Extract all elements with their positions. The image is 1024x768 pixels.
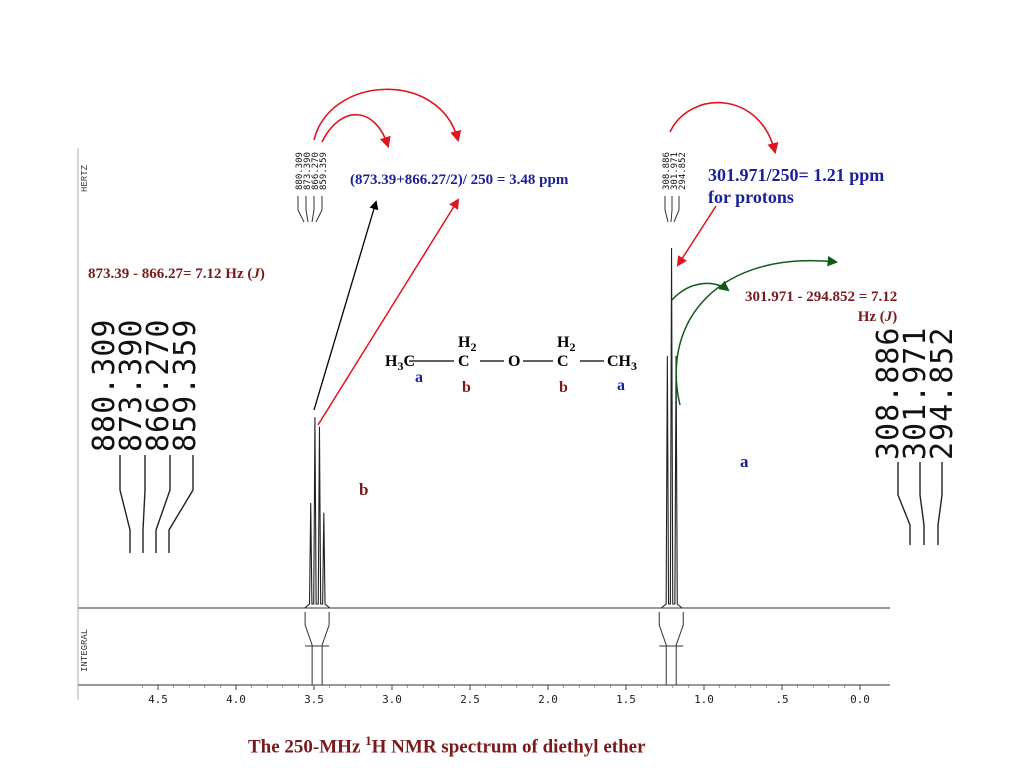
- tick-label: .5: [775, 693, 788, 706]
- arrow-red-to-a-peak: [676, 205, 717, 267]
- oxygen-atom: O: [508, 353, 521, 370]
- arrow-red-right-curve: [669, 101, 779, 155]
- signal-label-a: a: [740, 452, 749, 471]
- peaklist-b-connector: [142, 455, 146, 553]
- tick-label: 3.5: [304, 693, 324, 706]
- label-a-left: a: [415, 369, 423, 386]
- label-a-right: a: [617, 377, 625, 394]
- integral-trace-a: [658, 612, 684, 685]
- small-connector-b: [311, 196, 315, 223]
- tick-label: 1.0: [694, 693, 714, 706]
- peaklist-a-connector: [937, 462, 943, 545]
- peaklist-b-connector: [155, 455, 171, 553]
- peaklist-a-connector: [897, 462, 911, 545]
- arrow-green-big: [675, 255, 839, 406]
- arrow-red-big-curve: [313, 88, 462, 143]
- ch2-right-h: H2: [557, 334, 576, 355]
- small-connector-a: [664, 196, 669, 223]
- small-connector-b: [305, 196, 309, 223]
- tick-label: 0.0: [850, 693, 870, 706]
- figure-caption: The 250-MHz 1H NMR spectrum of diethyl e…: [248, 733, 646, 758]
- arrow-green-small: [671, 280, 730, 301]
- peaklist-b-connector: [119, 455, 131, 553]
- tick-label: 4.0: [226, 693, 246, 706]
- annotation-a-ppm: 301.971/250= 1.21 ppm for protons: [708, 165, 885, 207]
- methyl-left: H3C: [385, 353, 416, 374]
- annotation-a-coupling: 301.971 - 294.852 = 7.12 Hz (J): [745, 289, 898, 325]
- label-b-right: b: [559, 379, 568, 396]
- peaklist-a-connector: [919, 462, 925, 545]
- peak-list-a-small: 308.886 301.971 294.852: [662, 152, 688, 190]
- hertz-axis-label: HERTZ: [80, 164, 90, 192]
- tick-label: 4.5: [148, 693, 168, 706]
- small-connector-b: [315, 196, 323, 223]
- integral-axis-label: INTEGRAL: [80, 628, 90, 672]
- peak-list-b-small: 880.309 873.390 866.270 859.359: [295, 152, 329, 190]
- small-connector-a: [673, 196, 680, 223]
- tick-label: 2.5: [460, 693, 480, 706]
- annotation-b-ppm: (873.39+866.27/2)/ 250 = 3.48 ppm: [350, 172, 569, 188]
- arrow-black-diagonal: [313, 200, 379, 411]
- methyl-right: CH3: [607, 353, 637, 374]
- ch2-left-h: H2: [458, 334, 477, 355]
- tick-label: 2.0: [538, 693, 558, 706]
- tick-label: 3.0: [382, 693, 402, 706]
- small-connector-b: [297, 196, 305, 223]
- signal-label-b: b: [359, 480, 369, 499]
- peaklist-b-connector: [168, 455, 194, 553]
- peak-list-b-large: 880.309 873.390 866.270 859.359: [87, 318, 203, 452]
- tick-label: 1.5: [616, 693, 636, 706]
- label-b-left: b: [462, 379, 471, 396]
- peak-list-a-large: 308.886 301.971 294.852: [871, 326, 960, 460]
- arrow-red-diagonal: [317, 198, 460, 426]
- integral-trace-b: [304, 612, 330, 685]
- annotation-b-coupling: 873.39 - 866.27= 7.12 Hz (J): [88, 266, 265, 282]
- small-connector-a: [670, 196, 673, 223]
- ch2-left-c: C: [458, 353, 470, 370]
- ch2-right-c: C: [557, 353, 569, 370]
- peak-multiplet-a: [660, 247, 683, 609]
- arrow-red-small-curve: [321, 114, 391, 149]
- peak-multiplet-b: [304, 417, 331, 609]
